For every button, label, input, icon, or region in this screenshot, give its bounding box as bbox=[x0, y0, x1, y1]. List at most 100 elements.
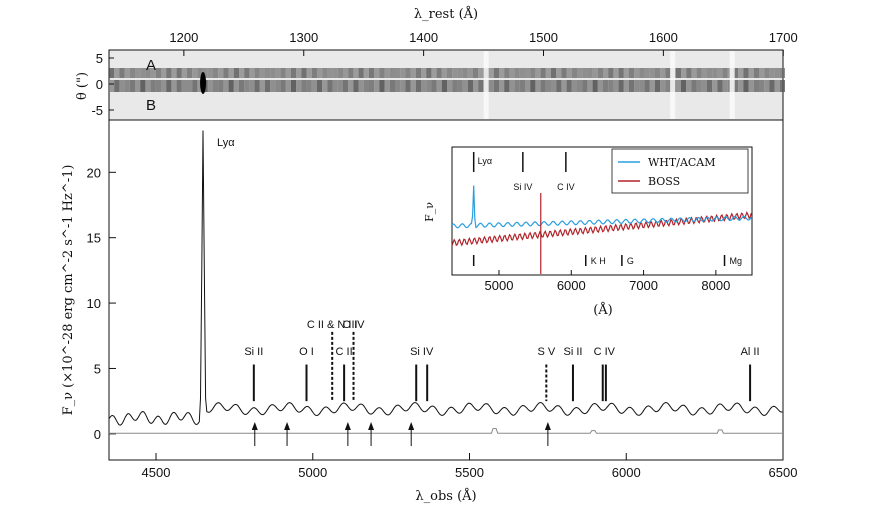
trace-b-band bbox=[119, 80, 125, 92]
trace-b-band bbox=[561, 80, 567, 92]
top-tick-label: 1500 bbox=[529, 30, 558, 45]
trace-a-band bbox=[348, 68, 354, 78]
trace-b-band bbox=[363, 80, 369, 92]
trace-b-band bbox=[499, 80, 505, 92]
trace-a-band bbox=[665, 68, 671, 78]
x-tick-label: 4500 bbox=[142, 465, 171, 480]
trace-a-band bbox=[343, 68, 349, 78]
trace-a-band bbox=[145, 68, 151, 78]
trace-a-band bbox=[109, 68, 115, 78]
line-label-lya: Lyα bbox=[217, 137, 235, 149]
absorption-arrow-head bbox=[544, 422, 551, 430]
trace-a-band bbox=[717, 68, 723, 78]
absorption-arrow-head bbox=[284, 422, 291, 430]
trace-a-band bbox=[337, 68, 343, 78]
trace-a-band bbox=[415, 68, 421, 78]
top-tick-label: 1400 bbox=[409, 30, 438, 45]
trace-a-band bbox=[353, 68, 359, 78]
trace-a-band bbox=[291, 68, 297, 78]
trace-a-band bbox=[509, 68, 515, 78]
trace-a-band bbox=[613, 68, 619, 78]
trace-a-band bbox=[265, 68, 271, 78]
trace-b-band bbox=[176, 80, 182, 92]
inset-bottom-label: Mg bbox=[730, 256, 743, 266]
trace-b-band bbox=[285, 80, 291, 92]
trace-a-band bbox=[270, 68, 276, 78]
trace-b-band bbox=[145, 80, 151, 92]
trace-b-band bbox=[634, 80, 640, 92]
trace-a-band bbox=[374, 68, 380, 78]
trace-a-band bbox=[623, 68, 629, 78]
trace-b-band bbox=[223, 80, 229, 92]
trace-b-band bbox=[551, 80, 557, 92]
trace-b-band bbox=[275, 80, 281, 92]
trace-b-band bbox=[462, 80, 468, 92]
sky-residual bbox=[729, 51, 735, 119]
trace-b-band bbox=[649, 80, 655, 92]
lya-blob bbox=[200, 72, 207, 94]
trace-a-band bbox=[535, 68, 541, 78]
trace-b-band bbox=[701, 80, 707, 92]
trace-a-band bbox=[400, 68, 406, 78]
trace-a-band bbox=[504, 68, 510, 78]
trace-b-band bbox=[597, 80, 603, 92]
inset-top-label: Si IV bbox=[513, 182, 532, 192]
trace-b-band bbox=[280, 80, 286, 92]
trace-a-band bbox=[197, 68, 203, 78]
line-label: C II & N III bbox=[307, 319, 358, 331]
trace-b-band bbox=[764, 80, 770, 92]
main-spectrum bbox=[108, 130, 783, 426]
legend-label-boss: BOSS bbox=[648, 175, 680, 188]
trace-b-band bbox=[436, 80, 442, 92]
trace-a-band bbox=[285, 68, 291, 78]
trace-a-band bbox=[571, 68, 577, 78]
trace-b-band bbox=[301, 80, 307, 92]
trace-b-band bbox=[779, 80, 785, 92]
trace-a-band bbox=[441, 68, 447, 78]
trace-a-band bbox=[395, 68, 401, 78]
trace-a-band bbox=[597, 68, 603, 78]
trace-a-band bbox=[405, 68, 411, 78]
trace-b-band bbox=[447, 80, 453, 92]
trace-a-band bbox=[639, 68, 645, 78]
trace-b-band bbox=[566, 80, 572, 92]
trace-a-band bbox=[681, 68, 687, 78]
trace-b-band bbox=[405, 80, 411, 92]
trace-a-band bbox=[779, 68, 785, 78]
trace-b-band bbox=[457, 80, 463, 92]
trace-a-band bbox=[707, 68, 713, 78]
trace-b-band bbox=[161, 80, 167, 92]
absorption-arrow-head bbox=[344, 422, 351, 430]
trace-b-band bbox=[218, 80, 224, 92]
line-label: Si IV bbox=[410, 346, 434, 358]
trace-a-band bbox=[493, 68, 499, 78]
main-panel: 4500 5000 5500 6000 6500 0 5 10 15 20 Lyα Si II O I… bbox=[61, 119, 797, 504]
trace-a-band bbox=[119, 68, 125, 78]
trace-a-band bbox=[545, 68, 551, 78]
trace-a-band bbox=[187, 68, 193, 78]
spectrum2d-y-tick-label: -5 bbox=[91, 103, 103, 118]
trace-b-band bbox=[431, 80, 437, 92]
inset-legend: WHT/ACAM BOSS bbox=[611, 148, 749, 194]
trace-b-band bbox=[306, 80, 312, 92]
trace-b-band bbox=[738, 80, 744, 92]
trace-b-band bbox=[441, 80, 447, 92]
trace-a-band bbox=[317, 68, 323, 78]
inset-xlabel: (Å) bbox=[593, 302, 613, 318]
trace-b-band bbox=[665, 80, 671, 92]
main-xlabel: λ_obs (Å) bbox=[415, 488, 476, 504]
trace-b-band bbox=[748, 80, 754, 92]
sky-residual bbox=[483, 51, 489, 119]
trace-a-band bbox=[519, 68, 525, 78]
trace-b-band bbox=[150, 80, 156, 92]
line-label: C IV bbox=[594, 346, 616, 358]
trace-b-band bbox=[696, 80, 702, 92]
line-label: O I bbox=[299, 346, 314, 358]
trace-a-band bbox=[322, 68, 328, 78]
inset-x-tick-label: 8000 bbox=[701, 278, 730, 293]
trace-a-band bbox=[551, 68, 557, 78]
trace-a-band bbox=[176, 68, 182, 78]
trace-a-band bbox=[259, 68, 265, 78]
trace-a-band bbox=[140, 68, 146, 78]
trace-b-band bbox=[774, 80, 780, 92]
